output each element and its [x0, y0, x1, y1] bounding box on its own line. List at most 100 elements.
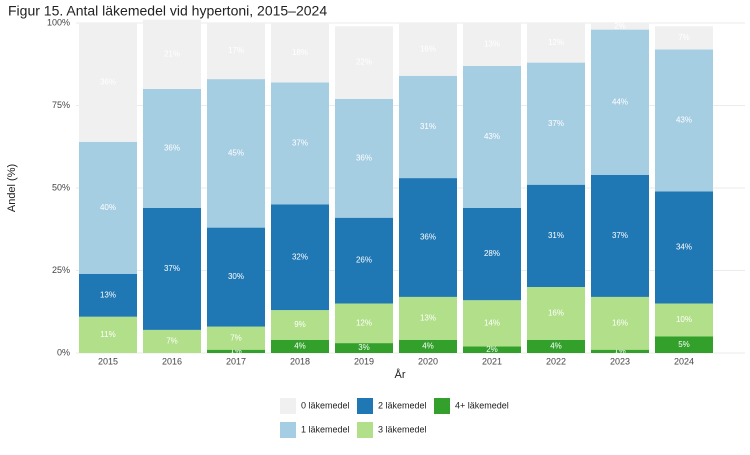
data-label: 2% — [614, 21, 626, 30]
data-label: 37% — [164, 264, 180, 273]
legend-swatch — [280, 398, 296, 414]
bar-segment — [399, 75, 457, 179]
bar-segment — [527, 287, 585, 340]
data-label: 12% — [356, 318, 372, 327]
bar-segment — [143, 329, 201, 353]
bar-segment — [591, 349, 649, 353]
bar-segment — [207, 326, 265, 350]
y-tick-label: 0% — [57, 347, 70, 357]
bar-segment — [271, 204, 329, 311]
x-tick-label: 2022 — [546, 356, 566, 366]
bar-segment — [335, 303, 393, 344]
data-label: 1% — [614, 346, 626, 355]
bar-segment — [207, 79, 265, 228]
bar-segment — [463, 23, 521, 66]
data-label: 2% — [486, 345, 498, 354]
data-label: 5% — [678, 340, 690, 349]
y-tick-label: 75% — [52, 100, 70, 110]
x-tick-label: 2024 — [674, 356, 694, 366]
legend-swatch — [357, 422, 373, 438]
data-label: 9% — [294, 320, 306, 329]
bar-segment — [591, 29, 649, 175]
data-label: 31% — [420, 122, 436, 131]
bar-segment — [271, 339, 329, 353]
data-label: 13% — [484, 40, 500, 49]
bar-segment — [655, 26, 713, 50]
data-label: 14% — [484, 318, 500, 327]
data-label: 36% — [356, 153, 372, 162]
bar-segment — [463, 207, 521, 301]
data-label: 13% — [420, 313, 436, 322]
bar-segment — [335, 343, 393, 353]
chart-title: Figur 15. Antal läkemedel vid hypertoni,… — [8, 3, 327, 19]
data-label: 13% — [100, 290, 116, 299]
data-label: 16% — [612, 318, 628, 327]
x-tick-label: 2017 — [226, 356, 246, 366]
data-label: 4% — [422, 342, 434, 351]
bar-segment — [271, 310, 329, 340]
bar-segment — [207, 349, 265, 353]
bar-segment — [463, 346, 521, 353]
bar-segment — [655, 49, 713, 192]
bar-segment — [591, 23, 649, 30]
bar-segment — [79, 273, 137, 317]
data-label: 1% — [230, 346, 242, 355]
bar-segment — [399, 178, 457, 297]
bar-segment — [271, 23, 329, 83]
bar-segment — [207, 227, 265, 327]
data-label: 3% — [358, 343, 370, 352]
data-label: 36% — [100, 78, 116, 87]
bar-segment — [591, 296, 649, 350]
data-label: 22% — [356, 58, 372, 67]
y-tick-label: 100% — [47, 17, 70, 27]
bar-segment — [143, 19, 201, 90]
bar-segment — [143, 207, 201, 330]
x-tick-label: 2016 — [162, 356, 182, 366]
legend-swatch — [280, 422, 296, 438]
bar-segment — [527, 62, 585, 185]
data-label: 10% — [676, 315, 692, 324]
x-tick-label: 2021 — [482, 356, 502, 366]
data-label: 16% — [420, 45, 436, 54]
bar-segment — [655, 303, 713, 337]
data-label: 26% — [356, 256, 372, 265]
legend-label: 1 läkemedel — [301, 424, 350, 434]
data-label: 16% — [548, 309, 564, 318]
bar-segment — [463, 300, 521, 347]
x-tick-label: 2023 — [610, 356, 630, 366]
bar-segment — [399, 339, 457, 353]
data-label: 40% — [100, 203, 116, 212]
data-label: 28% — [484, 249, 500, 258]
data-label: 18% — [292, 48, 308, 57]
data-label: 37% — [612, 231, 628, 240]
data-label: 4% — [550, 342, 562, 351]
bar-segment — [335, 98, 393, 218]
data-label: 34% — [676, 243, 692, 252]
data-label: 43% — [484, 132, 500, 141]
data-label: 37% — [292, 139, 308, 148]
bar-segment — [527, 339, 585, 353]
data-label: 7% — [678, 33, 690, 42]
bar-segment — [207, 23, 265, 80]
data-label: 32% — [292, 252, 308, 261]
data-label: 31% — [548, 231, 564, 240]
bar-segment — [655, 191, 713, 304]
legend-swatch — [434, 398, 450, 414]
x-tick-label: 2018 — [290, 356, 310, 366]
legend-label: 2 läkemedel — [378, 400, 427, 410]
legend-label: 4+ läkemedel — [455, 400, 509, 410]
data-label: 11% — [100, 330, 115, 339]
data-label: 12% — [548, 38, 564, 47]
y-axis-label: Andel (%) — [6, 164, 18, 212]
y-tick-label: 25% — [52, 265, 70, 275]
bar-segment — [335, 217, 393, 304]
bar-segment — [399, 296, 457, 340]
bar-segment — [527, 184, 585, 287]
x-tick-label: 2015 — [98, 356, 118, 366]
legend-swatch — [357, 398, 373, 414]
bar-segment — [79, 141, 137, 274]
bar-segment — [335, 26, 393, 99]
x-tick-label: 2020 — [418, 356, 438, 366]
data-label: 21% — [164, 49, 180, 58]
data-label: 45% — [228, 148, 244, 157]
